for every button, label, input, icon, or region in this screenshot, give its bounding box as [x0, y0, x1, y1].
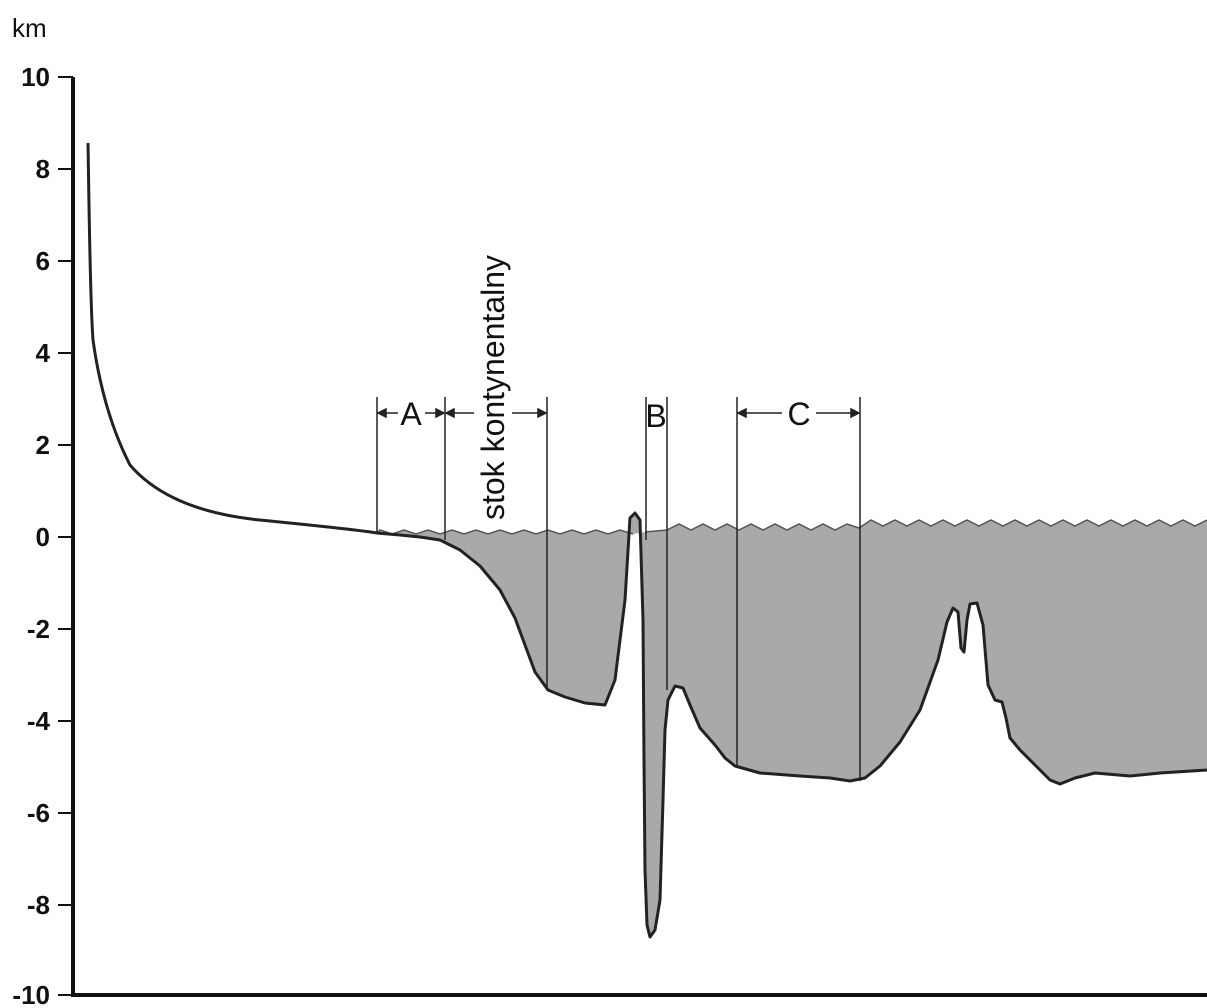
zone-a-arrowhead-right: [435, 407, 446, 419]
y-tick-label: -4: [27, 706, 51, 736]
y-tick-label: -8: [27, 890, 50, 920]
zone-a-arrowhead-left: [376, 407, 387, 419]
terrain-profile-line: [86, 142, 1207, 939]
zone-c-arrowhead-left: [736, 407, 747, 419]
y-tick-label: -6: [27, 798, 50, 828]
y-tick-label: -2: [27, 614, 50, 644]
continental-slope-label: stok kontynentalny: [475, 255, 511, 520]
sea-surface-line: [376, 519, 1207, 535]
y-axis-unit: km: [12, 13, 47, 43]
zone-b-label: B: [645, 398, 666, 434]
slope-arrowhead-left: [444, 407, 455, 419]
zone-c-label: C: [787, 396, 810, 432]
y-axis-ticks: [58, 76, 73, 996]
y-tick-label: 10: [21, 62, 50, 92]
y-tick-label: 0: [36, 522, 50, 552]
zone-c-arrowhead-right: [850, 407, 861, 419]
ocean-water-area: [377, 515, 1207, 937]
y-tick-label: -10: [12, 980, 50, 1008]
y-tick-label: 2: [36, 430, 50, 460]
y-tick-label: 8: [36, 154, 50, 184]
y-axis-tick-labels: 10 8 6 4 2 0 -2 -4 -6 -8 -10: [12, 62, 50, 1008]
zone-boundary-lines: [376, 397, 861, 781]
zone-a-label: A: [400, 396, 422, 432]
slope-arrowhead-right: [537, 407, 548, 419]
zone-arrows: [376, 407, 861, 419]
y-tick-label: 6: [36, 246, 50, 276]
y-tick-label: 4: [36, 338, 51, 368]
